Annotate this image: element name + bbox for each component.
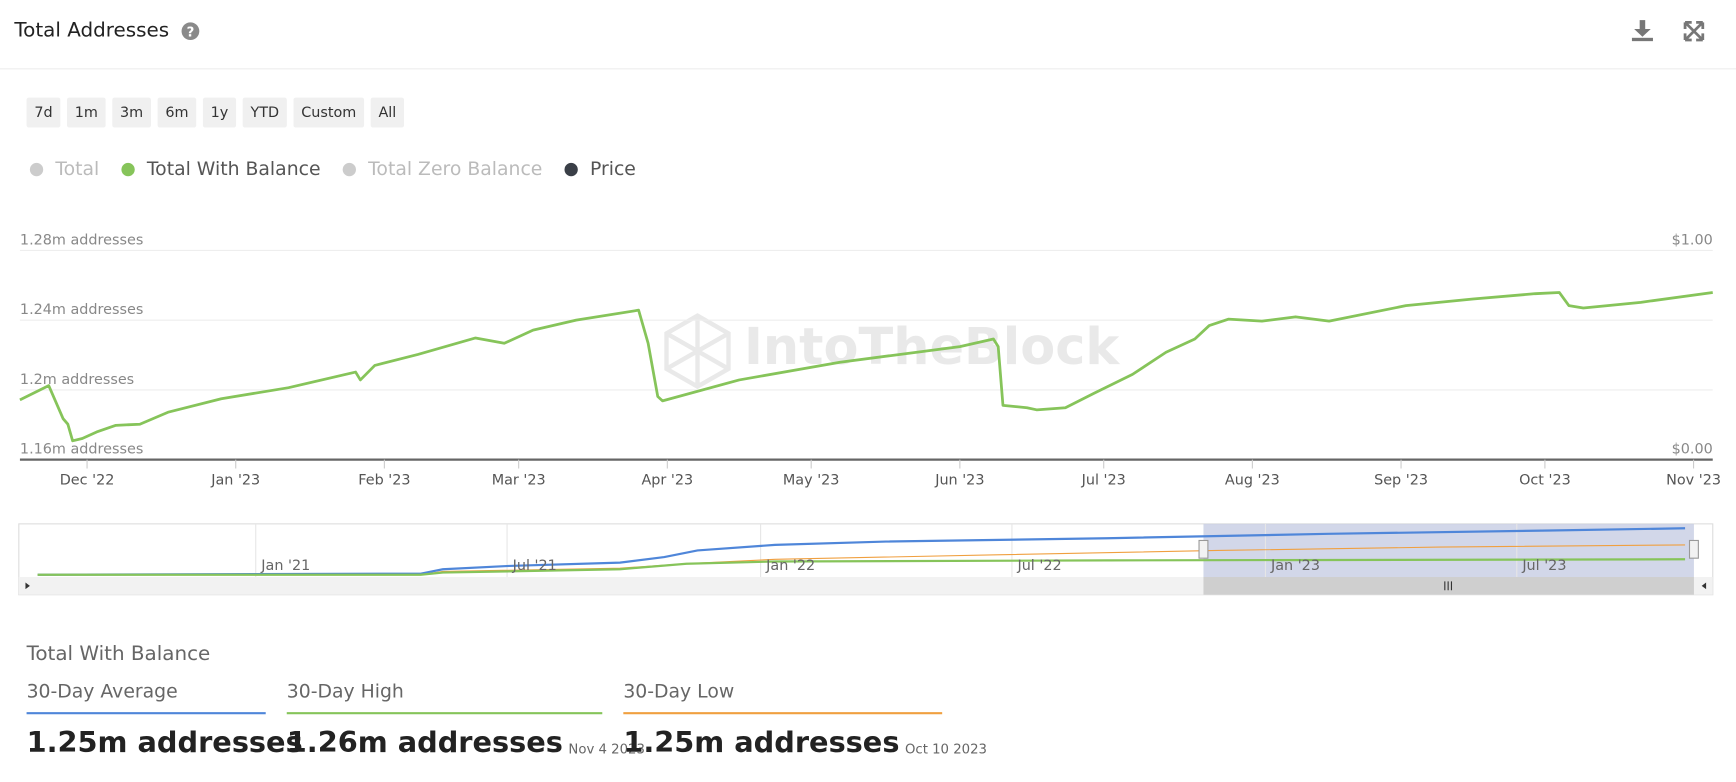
range-button[interactable]: 1m <box>66 97 106 128</box>
range-button[interactable]: 6m <box>157 97 197 128</box>
button-bg <box>66 97 106 128</box>
legend-label: Total Zero Balance <box>367 159 542 180</box>
stats-title: Total With Balance <box>26 642 211 665</box>
button-bg <box>112 97 151 128</box>
y2-tick-label: $1.00 <box>1672 232 1713 248</box>
range-button[interactable]: 7d <box>26 97 61 128</box>
button-label: Custom <box>301 105 356 121</box>
button-label: 7d <box>34 105 52 121</box>
button-label: 1m <box>75 105 98 121</box>
stat-value: 1.25m addresses <box>27 725 303 759</box>
range-button[interactable]: YTD <box>242 97 287 128</box>
legend-item[interactable]: Total With Balance <box>121 159 321 180</box>
navigator: Jan '21 Jul '21 Jan '22 Jul '22 Jan '23 Jul '… <box>18 523 1714 596</box>
x-tick-label: May '23 <box>783 473 840 489</box>
x-tick-label: Aug '23 <box>1225 473 1280 489</box>
stat-date: Oct 10 2023 <box>905 743 987 758</box>
help-icon[interactable]: ? <box>181 22 200 40</box>
range-button[interactable]: 3m <box>112 97 151 128</box>
y-tick-label: 1.24m addresses <box>20 302 143 318</box>
x-tick-label: Apr '23 <box>641 473 693 489</box>
range-button[interactable]: Custom <box>293 97 365 128</box>
range-button[interactable]: 1y <box>202 97 237 128</box>
navigator-label: Jul '23 <box>1521 558 1566 574</box>
legend-label: Price <box>590 159 636 180</box>
legend-item[interactable]: Total <box>29 159 99 180</box>
navigator-label: Jan '22 <box>765 558 815 574</box>
button-bg <box>202 97 237 128</box>
button-bg <box>370 97 405 128</box>
x-tick-label: Oct '23 <box>1519 473 1571 489</box>
button-label: All <box>378 105 396 121</box>
legend-dot <box>342 162 356 177</box>
navigator-label: Jul '22 <box>1016 558 1061 574</box>
navigator-label: Jan '21 <box>260 558 310 574</box>
y-tick-label: 1.28m addresses <box>20 232 143 248</box>
stat-value: 1.25m addresses <box>623 725 899 759</box>
x-tick-label: Nov '23 <box>1666 473 1721 489</box>
range-button[interactable]: All <box>370 97 405 128</box>
legend-dot <box>29 162 44 177</box>
button-label: 6m <box>165 105 188 121</box>
stat-label: 30-Day Average <box>27 682 178 703</box>
legend-dot <box>564 162 578 177</box>
stat-label: 30-Day Low <box>623 682 734 703</box>
x-tick-label: Sep '23 <box>1374 473 1428 489</box>
series-line <box>19 291 1713 443</box>
button-bg <box>157 97 197 128</box>
fullscreen-icon[interactable] <box>1683 20 1705 42</box>
navigator-label: Jul '21 <box>512 558 557 574</box>
download-icon[interactable] <box>1631 20 1653 42</box>
x-tick-label: Jul '23 <box>1081 473 1126 489</box>
button-label: YTD <box>249 105 279 121</box>
y-tick-label: 1.2m addresses <box>20 372 134 388</box>
legend-item[interactable]: Total Zero Balance <box>342 159 543 180</box>
y-tick-label: 1.16m addresses <box>20 442 143 458</box>
watermark-logo <box>664 313 731 390</box>
title: Total Addresses <box>13 19 169 42</box>
button-label: 1y <box>211 105 229 121</box>
legend-label: Total With Balance <box>146 159 321 180</box>
button-bg <box>242 97 287 128</box>
x-tick-label: Dec '22 <box>60 473 115 489</box>
x-tick-label: Mar '23 <box>492 473 546 489</box>
button-bg <box>293 97 365 128</box>
svg-text:?: ? <box>187 25 195 40</box>
stat-date: Nov 4 2023 <box>568 743 645 758</box>
x-tick-label: Feb '23 <box>358 473 410 489</box>
stat-label: 30-Day High <box>287 682 404 703</box>
stat-value: 1.26m addresses <box>287 725 563 759</box>
legend-dot <box>121 162 135 177</box>
legend-label: Total <box>54 159 99 180</box>
navigator-label: Jan '23 <box>1270 558 1320 574</box>
x-tick-label: Jun '23 <box>934 473 984 489</box>
x-tick-label: Jan '23 <box>210 473 260 489</box>
legend-item[interactable]: Price <box>564 159 636 180</box>
y2-tick-label: $0.00 <box>1672 442 1713 458</box>
button-bg <box>26 97 61 128</box>
button-label: 3m <box>120 105 143 121</box>
